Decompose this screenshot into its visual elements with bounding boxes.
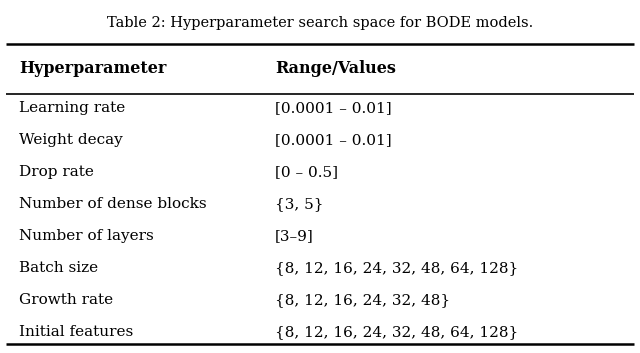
Text: Hyperparameter: Hyperparameter bbox=[19, 60, 166, 77]
Text: [3–9]: [3–9] bbox=[275, 229, 314, 243]
Text: Drop rate: Drop rate bbox=[19, 165, 94, 179]
Text: Initial features: Initial features bbox=[19, 325, 134, 339]
Text: Batch size: Batch size bbox=[19, 261, 99, 275]
Text: [0 – 0.5]: [0 – 0.5] bbox=[275, 165, 338, 179]
Text: {3, 5}: {3, 5} bbox=[275, 197, 324, 211]
Text: Range/Values: Range/Values bbox=[275, 60, 396, 77]
Text: Weight decay: Weight decay bbox=[19, 133, 123, 147]
Text: {8, 12, 16, 24, 32, 48}: {8, 12, 16, 24, 32, 48} bbox=[275, 293, 451, 307]
Text: [0.0001 – 0.01]: [0.0001 – 0.01] bbox=[275, 133, 392, 147]
Text: Number of dense blocks: Number of dense blocks bbox=[19, 197, 207, 211]
Text: {8, 12, 16, 24, 32, 48, 64, 128}: {8, 12, 16, 24, 32, 48, 64, 128} bbox=[275, 261, 518, 275]
Text: {8, 12, 16, 24, 32, 48, 64, 128}: {8, 12, 16, 24, 32, 48, 64, 128} bbox=[275, 325, 518, 339]
Text: Table 2: Hyperparameter search space for BODE models.: Table 2: Hyperparameter search space for… bbox=[107, 16, 533, 30]
Text: Number of layers: Number of layers bbox=[19, 229, 154, 243]
Text: Growth rate: Growth rate bbox=[19, 293, 113, 307]
Text: [0.0001 – 0.01]: [0.0001 – 0.01] bbox=[275, 101, 392, 115]
Text: Learning rate: Learning rate bbox=[19, 101, 125, 115]
